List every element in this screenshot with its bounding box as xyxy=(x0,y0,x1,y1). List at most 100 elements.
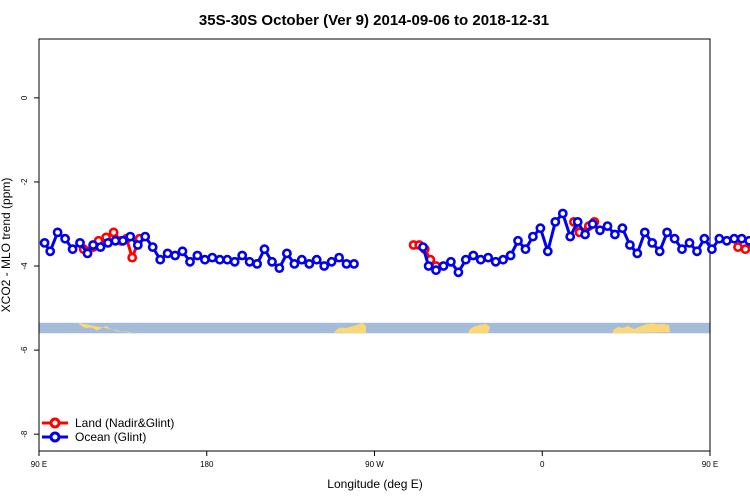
data-point xyxy=(110,235,121,246)
data-point xyxy=(67,244,78,255)
map-ocean-band xyxy=(39,322,710,334)
data-point xyxy=(418,242,428,252)
data-point xyxy=(677,244,687,255)
data-point xyxy=(162,248,173,259)
data-point xyxy=(170,250,180,261)
data-point xyxy=(326,256,337,267)
data-point xyxy=(699,233,710,244)
data-point xyxy=(45,246,56,257)
series-ocean xyxy=(39,208,750,278)
data-point xyxy=(177,246,188,257)
data-point xyxy=(513,235,523,246)
series-layer xyxy=(39,208,750,278)
y-tick-label: -6 xyxy=(20,346,29,354)
data-point xyxy=(147,242,158,252)
data-point xyxy=(557,208,568,219)
data-point xyxy=(319,261,330,271)
data-point xyxy=(289,258,300,269)
data-point xyxy=(185,256,195,267)
y-tick-label: -2 xyxy=(20,178,29,186)
legend-land-label: Land (Nadir&Glint) xyxy=(75,416,174,430)
data-point xyxy=(707,244,717,255)
data-point xyxy=(744,235,750,246)
data-point xyxy=(108,227,119,238)
data-point xyxy=(252,258,262,269)
data-point xyxy=(483,252,494,263)
data-point xyxy=(39,237,50,248)
data-point xyxy=(125,231,136,242)
data-point xyxy=(572,216,583,227)
data-point xyxy=(60,233,70,244)
data-point xyxy=(118,235,128,246)
data-point xyxy=(475,254,486,265)
data-point xyxy=(669,233,680,244)
data-point xyxy=(438,261,449,271)
data-point xyxy=(281,248,292,259)
data-point xyxy=(740,244,750,255)
data-point xyxy=(662,227,672,238)
map-land-shape xyxy=(613,323,670,334)
x-tick-label: 0 xyxy=(540,460,545,469)
legend: Land (Nadir&Glint) Ocean (Glint) xyxy=(42,416,174,444)
legend-ocean-label: Ocean (Glint) xyxy=(75,430,146,444)
data-point xyxy=(259,244,270,255)
y-axis: 0 -2 -4 -6 -8 xyxy=(20,95,39,438)
map-land-shape xyxy=(334,322,366,334)
data-point xyxy=(237,250,248,261)
data-point xyxy=(334,252,344,263)
data-point xyxy=(445,256,456,267)
data-point xyxy=(498,254,508,265)
data-point xyxy=(52,227,63,238)
data-point xyxy=(82,248,93,259)
data-point xyxy=(729,233,740,244)
data-point xyxy=(632,248,643,259)
data-point xyxy=(296,254,307,265)
data-point xyxy=(602,221,613,231)
data-point xyxy=(214,254,225,265)
data-point xyxy=(595,225,605,236)
data-point xyxy=(192,250,203,261)
x-tick-label: 90 E xyxy=(31,460,47,469)
data-point xyxy=(654,246,665,257)
data-point xyxy=(274,263,285,273)
legend-land-marker xyxy=(49,417,61,429)
data-point xyxy=(453,267,464,278)
x-axis-label: Longitude (deg E) xyxy=(327,477,422,491)
data-point xyxy=(229,256,240,267)
map-land-shape xyxy=(78,322,132,334)
data-point xyxy=(714,233,725,244)
x-tick-label: 90 W xyxy=(365,460,384,469)
data-point xyxy=(311,254,322,265)
legend-ocean-marker xyxy=(49,431,61,443)
data-point xyxy=(587,219,598,229)
data-point xyxy=(684,237,695,248)
data-point xyxy=(75,237,85,248)
data-point xyxy=(423,261,434,271)
y-tick-label: -4 xyxy=(20,262,29,270)
data-point xyxy=(617,223,628,234)
data-point xyxy=(610,229,620,240)
data-point xyxy=(207,252,218,263)
data-point xyxy=(542,246,553,257)
data-point xyxy=(520,244,531,255)
y-tick-label: 0 xyxy=(20,95,29,100)
data-point xyxy=(505,250,516,261)
data-point xyxy=(528,231,538,242)
data-point xyxy=(267,256,277,267)
data-point xyxy=(535,223,546,234)
data-point xyxy=(95,242,106,252)
y-axis-label: XCO2 - MLO trend (ppm) xyxy=(0,178,13,313)
data-point xyxy=(468,250,479,261)
x-tick-label: 90 E xyxy=(702,460,718,469)
x-axis: 90 E 180 90 W 0 90 E xyxy=(31,451,718,469)
y-tick-label: -8 xyxy=(20,430,29,438)
x-tick-label: 180 xyxy=(200,460,214,469)
data-point xyxy=(244,256,255,267)
chart-title: 35S-30S October (Ver 9) 2014-09-06 to 20… xyxy=(199,12,549,29)
data-point xyxy=(155,254,166,265)
data-point xyxy=(341,258,352,269)
data-point xyxy=(550,216,561,227)
data-point xyxy=(431,265,441,276)
world-map-strip xyxy=(39,322,710,334)
